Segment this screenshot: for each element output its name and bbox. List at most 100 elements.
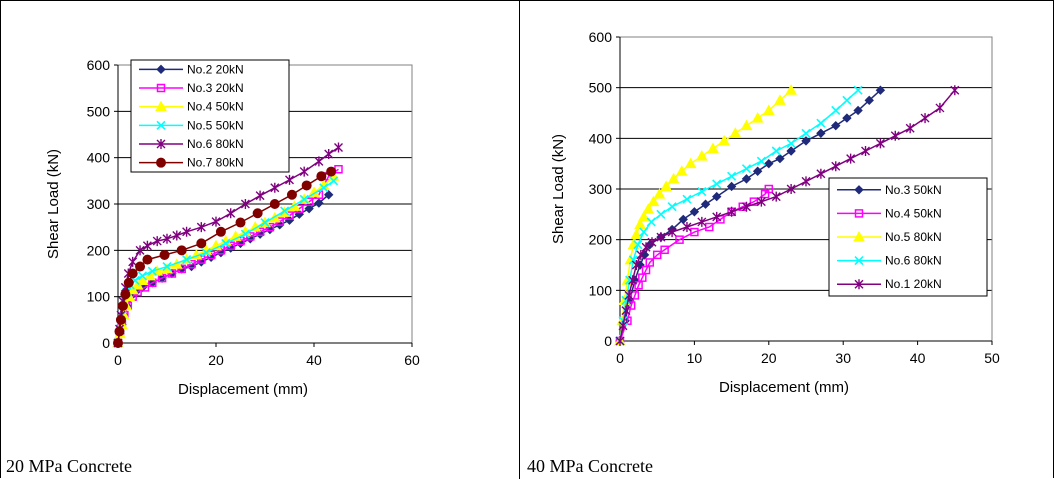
c40-data-point xyxy=(861,146,871,156)
c20-data-point xyxy=(316,171,327,182)
c20-data-point xyxy=(226,208,236,219)
c20-legend-label: No.7 80kN xyxy=(187,156,244,170)
c20-xtick-label: 40 xyxy=(306,352,322,368)
c40-data-point xyxy=(816,168,826,179)
caption-40mpa: 40 MPa Concrete xyxy=(527,456,653,476)
panel-divider xyxy=(519,0,520,479)
c20-data-point xyxy=(304,203,314,214)
c40-data-point xyxy=(656,209,666,219)
c40-data-point xyxy=(712,179,722,189)
c40-legend-label: No.1 20kN xyxy=(885,277,942,291)
c40-series-line xyxy=(619,89,859,342)
caption-20mpa: 20 MPa Concrete xyxy=(6,456,132,476)
c40-data-point xyxy=(642,203,655,214)
c40-data-point xyxy=(846,153,856,164)
c20-data-point xyxy=(127,268,138,279)
c40-data-point xyxy=(842,95,852,105)
c40-data-point xyxy=(621,305,631,316)
c40-data-point xyxy=(764,184,774,194)
c40-data-point xyxy=(697,186,707,197)
c40-data-point xyxy=(682,222,692,232)
c20-ytick-label: 100 xyxy=(87,289,111,305)
c40-series-2 xyxy=(614,84,797,346)
c40-data-point xyxy=(667,227,677,238)
c20-data-point xyxy=(172,230,182,241)
c40-data-point xyxy=(639,227,649,237)
c40-data-point xyxy=(712,211,722,222)
c20-data-point xyxy=(142,254,153,265)
c40-data-point xyxy=(786,184,796,194)
c40-data-point xyxy=(741,201,751,212)
c20-series-line xyxy=(117,168,339,344)
c20-data-point xyxy=(270,182,280,193)
c40-data-point xyxy=(853,85,863,95)
c40-data-point xyxy=(774,94,786,105)
c40-data-point xyxy=(729,127,742,138)
c40-data-point xyxy=(633,240,643,250)
c20-data-point xyxy=(319,183,329,193)
c20-series-5 xyxy=(113,166,337,348)
c40-legend-label: No.5 80kN xyxy=(885,230,942,244)
c40-data-point xyxy=(631,260,641,270)
c20-x-axis-label: Displacement (mm) xyxy=(178,381,308,398)
c20-ytick-label: 500 xyxy=(87,103,111,119)
c40-data-point xyxy=(816,118,826,128)
c40-data-point xyxy=(831,161,841,172)
c40-legend-marker xyxy=(854,279,864,290)
c20-data-point xyxy=(334,142,343,153)
c20-legend-marker xyxy=(156,120,166,130)
c20-data-point xyxy=(240,229,250,239)
c40-ytick-label: 600 xyxy=(589,29,613,45)
c20-ytick-label: 0 xyxy=(102,335,110,351)
c40-data-point xyxy=(775,153,785,164)
c20-data-point xyxy=(128,256,138,267)
c40-data-point xyxy=(842,113,852,123)
c20-data-point xyxy=(167,269,177,278)
c40-data-point xyxy=(864,95,874,106)
c40-data-point xyxy=(950,85,960,96)
c20-data-point xyxy=(326,166,337,177)
c20-legend-marker xyxy=(156,157,166,168)
c20-data-point xyxy=(285,174,294,185)
c40-data-point xyxy=(615,336,625,346)
c20-legend-marker xyxy=(156,83,166,93)
c20-xtick-label: 60 xyxy=(404,352,420,368)
c40-data-point xyxy=(712,191,722,202)
c20-data-point xyxy=(182,255,192,265)
c20-data-point xyxy=(236,236,245,246)
c40-y-axis-label: Shear Load (kN) xyxy=(550,134,567,244)
c40-data-point xyxy=(647,237,657,248)
c40-data-point xyxy=(727,206,737,217)
c20-data-point xyxy=(211,216,221,227)
c40-data-point xyxy=(628,275,638,286)
c40-data-point xyxy=(786,138,796,148)
c40-data-point xyxy=(656,232,666,243)
c40-ytick-label: 300 xyxy=(589,181,613,197)
c40-data-point xyxy=(718,134,731,146)
c20-ytick-label: 200 xyxy=(87,242,111,258)
c20-data-point xyxy=(114,326,125,337)
c20-legend-marker xyxy=(156,139,166,149)
c20-data-point xyxy=(221,238,231,248)
c20-legend-box xyxy=(130,59,290,173)
c40-data-point xyxy=(752,166,763,176)
c20-data-point xyxy=(120,289,131,300)
c20-data-point xyxy=(252,208,263,219)
c40-data-point xyxy=(801,136,811,146)
c20-legend-marker xyxy=(156,64,166,75)
c40-xtick-label: 30 xyxy=(835,350,851,366)
c40-xtick-label: 50 xyxy=(984,350,1000,366)
c20-data-point xyxy=(314,198,324,208)
c40-data-point xyxy=(920,113,930,124)
c40-data-point xyxy=(667,202,677,212)
c40-data-point xyxy=(875,138,885,149)
c40-data-point xyxy=(853,105,863,116)
c40-ytick-label: 0 xyxy=(604,333,612,349)
c40-data-point xyxy=(646,217,656,227)
c20-data-point xyxy=(182,226,192,237)
c40-data-point xyxy=(705,222,714,232)
c40-legend-label: No.4 50kN xyxy=(885,206,942,220)
c40-data-point xyxy=(660,245,669,255)
c20-data-point xyxy=(152,236,162,247)
c40-data-point xyxy=(700,199,711,209)
